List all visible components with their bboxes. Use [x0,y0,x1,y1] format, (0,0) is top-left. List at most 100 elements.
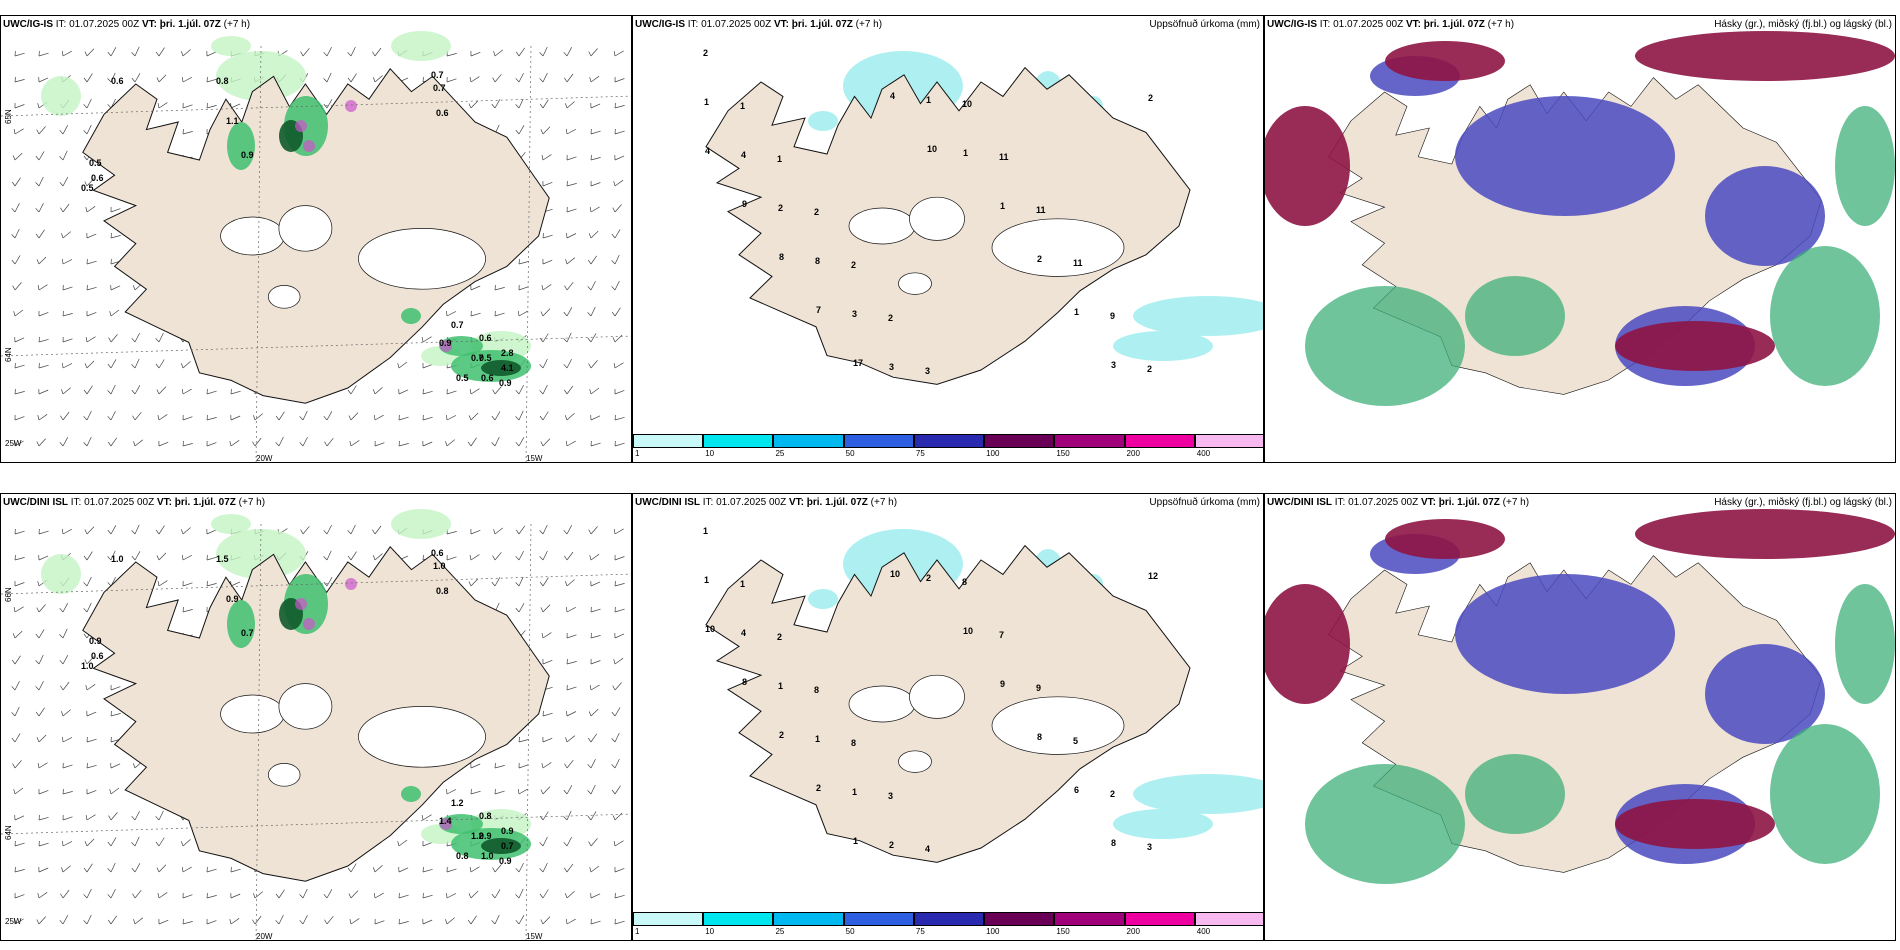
precip-amount-label: 8 [1111,838,1116,848]
lat-label: 66N [4,587,13,602]
panel-title: UWC/DINI ISL IT: 01.07.2025 00Z VT: þri.… [1267,497,1530,508]
precip-amount-label: 2 [1110,789,1115,799]
lat-label: 65N [4,109,13,124]
panel-right-title: Uppsöfnuð úrkoma (mm) [1149,19,1260,30]
colorbar-swatch [633,434,704,448]
lat-label: 64N [4,347,13,362]
colorbar-tick: 75 [915,927,925,936]
precip-amount-label: 10 [963,626,973,636]
panel-title: UWC/DINI ISL IT: 01.07.2025 00Z VT: þri.… [635,497,898,508]
precip-amount-label: 2 [814,207,819,217]
colorbar-tick: 150 [1056,927,1070,936]
precip-amount-label: 7 [999,630,1004,640]
precip-value-label: 0.5 [479,353,492,363]
colorbar-tick: 75 [915,449,925,458]
precip-value-label: 0.6 [91,651,104,661]
accum-precip-panel-row1: UWC/IG-IS IT: 01.07.2025 00Z VT: þri. 1.… [632,15,1264,463]
precip-value-label: 0.7 [501,841,514,851]
cloud-map [1265,16,1895,462]
precip-value-label: 1.0 [111,554,124,564]
precip-amount-label: 10 [705,624,715,634]
precip-amount-label: 4 [741,150,746,160]
panel-right-title: Hásky (gr.), miðský (fj.bl.) og lágský (… [1714,19,1892,30]
precip-amount-label: 2 [1148,93,1153,103]
precip-amount-label: 2 [926,573,931,583]
colorbar-swatch [773,434,844,448]
panel-right-title: Uppsöfnuð úrkoma (mm) [1149,497,1260,508]
precip-amount-label: 8 [814,685,819,695]
precip-amount-label: 1 [777,154,782,164]
precip-amount-label: 4 [741,628,746,638]
lon-label: 20W [256,932,273,941]
precip-amount-label: 1 [852,787,857,797]
precip-amount-label: 1 [1000,201,1005,211]
accum-precip-panel-row2: UWC/DINI ISL IT: 01.07.2025 00Z VT: þri.… [632,493,1264,941]
precip-amount-label: 8 [962,577,967,587]
precip-amount-label: 3 [888,791,893,801]
precip-value-label: 0.8 [216,76,229,86]
precip-amount-label: 1 [963,148,968,158]
panel-right-title: Hásky (gr.), miðský (fj.bl.) og lágský (… [1714,497,1892,508]
precip-value-label: 1.0 [81,661,94,671]
precip-value-label: 0.6 [111,76,124,86]
colorbar-swatch [984,434,1055,448]
colorbar-tick: 25 [775,927,785,936]
precip-value-label: 1.2 [471,831,484,841]
precip-amount-label: 11 [999,152,1009,162]
precip-value-label: 0.6 [481,373,494,383]
colorbar-swatch [773,912,844,926]
precip-amount-label: 3 [1147,842,1152,852]
precip-amount-label: 3 [852,309,857,319]
colorbar-swatch [703,912,774,926]
precip-amount-label: 1 [853,836,858,846]
precip-value-label: 1.0 [433,561,446,571]
precip-amount-label: 1 [926,95,931,105]
precip-amount-label: 2 [851,260,856,270]
precip-value-label: 0.9 [89,636,102,646]
precip-amount-label: 1 [778,681,783,691]
colorbar-tick: 50 [845,927,855,936]
lon-label: 20W [256,454,273,463]
precip-amount-label: 2 [703,48,708,58]
precip-amount-label: 9 [1036,683,1041,693]
colorbar-tick: 25 [775,449,785,458]
colorbar-swatch [703,434,774,448]
precip-amount-label: 8 [742,677,747,687]
precip-value-label: 0.9 [226,594,239,604]
precip-amount-label: 11 [1073,258,1083,268]
panel-title: UWC/DINI ISL IT: 01.07.2025 00Z VT: þri.… [3,497,266,508]
precip-value-label: 0.8 [436,586,449,596]
precip-value-label: 0.5 [456,373,469,383]
precip-value-label: 0.7 [451,320,464,330]
precip-amount-label: 2 [889,840,894,850]
colorbar: 1 10 25 50 75 100 150 200 400 [633,432,1263,462]
precip-amount-label: 1 [703,526,708,536]
precip-amount-label: 10 [962,99,972,109]
precip-amount-label: 1 [704,575,709,585]
precip-amount-label: 8 [1037,732,1042,742]
cloud-map [1265,494,1895,940]
precip-amount-label: 2 [1147,364,1152,374]
precip-value-label: 2.8 [501,348,514,358]
precip-amount-label: 2 [888,313,893,323]
precip-value-label: 0.6 [436,108,449,118]
precip-amount-label: 7 [816,305,821,315]
colorbar-swatch [984,912,1055,926]
precip-amount-label: 3 [925,366,930,376]
colorbar-swatch [1194,912,1263,926]
wind-precip-panel-row1: UWC/IG-IS IT: 01.07.2025 00Z VT: þri. 1.… [0,15,632,463]
precip-value-label: 0.6 [431,548,444,558]
precip-amount-label: 1 [1074,307,1079,317]
colorbar-tick: 100 [986,927,1000,936]
precip-value-label: 0.6 [91,173,104,183]
precip-value-label: 0.9 [479,831,492,841]
cloud-panel-row1: UWC/IG-IS IT: 01.07.2025 00Z VT: þri. 1.… [1264,15,1896,463]
precip-amount-label: 1 [740,579,745,589]
colorbar-swatch [1124,912,1195,926]
precip-value-label: 1.2 [451,798,464,808]
wind-precip-panel-row2: UWC/DINI ISL IT: 01.07.2025 00Z VT: þri.… [0,493,632,941]
precip-value-label: 0.9 [501,826,514,836]
colorbar-swatch [843,912,914,926]
